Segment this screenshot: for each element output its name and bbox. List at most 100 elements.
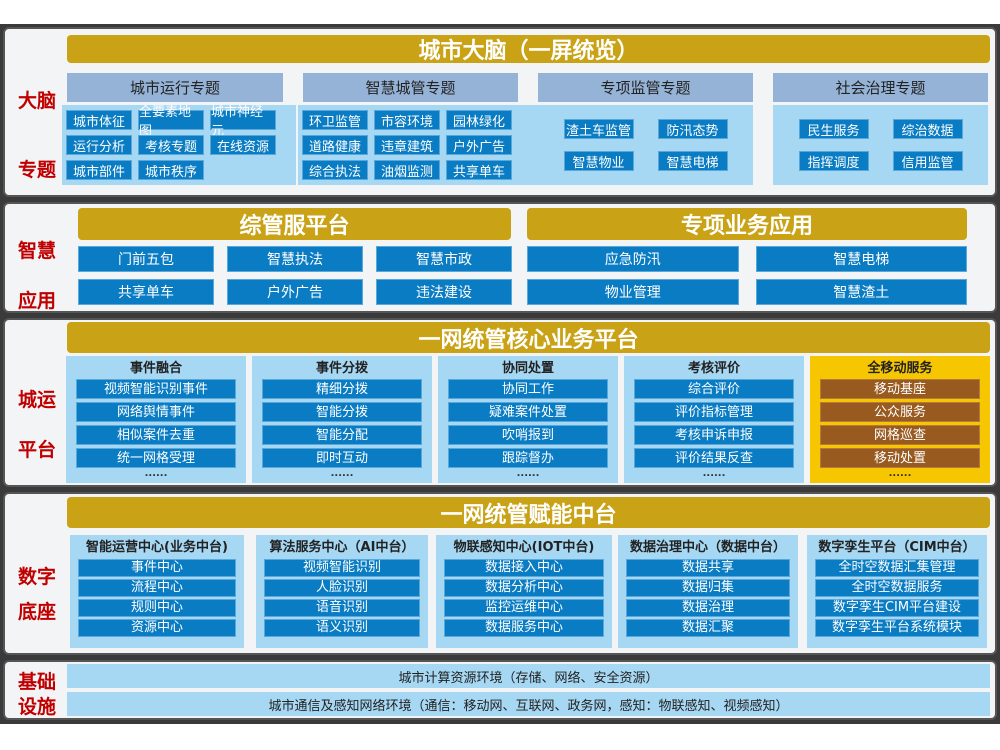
topic-item-button[interactable]: 市容环境 [374,110,440,130]
topic-item-button[interactable]: 城市神经元 [210,105,276,139]
core-module-item[interactable]: 网络舆情事件 [76,402,236,422]
side-label: 专题 [17,159,56,181]
enable-center-column: 智能运营中心(业务中台) 事件中心 流程中心 规则中心 资源中心 [70,535,244,648]
enable-center-item[interactable]: 数字孪生平台系统模块 [815,619,979,637]
core-module-item[interactable]: 统一网格受理 [76,448,236,468]
app-button[interactable]: 共享单车 [78,279,214,305]
enable-center-item[interactable]: 流程中心 [78,579,236,597]
core-module-item[interactable]: 移动处置 [820,448,980,468]
app-button[interactable]: 违法建设 [376,279,512,305]
core-module-item[interactable]: 相似案件去重 [76,425,236,445]
core-module-item[interactable]: 跟踪督办 [448,448,608,468]
topic-header[interactable]: 城市运行专题 [67,73,283,102]
topic-item-button[interactable]: 道路健康 [302,135,368,155]
core-module-item[interactable]: 即时互动 [262,448,422,468]
app-button[interactable]: 智慧执法 [227,246,363,272]
topic-item-button[interactable]: 智慧物业 [563,151,634,171]
topic-item-button[interactable]: 综合执法 [302,160,368,180]
more-indicator: ...... [888,468,912,479]
topic-item-button[interactable]: 共享单车 [446,160,512,180]
topic-item-button[interactable]: 城市体征 [66,110,132,130]
topic-item-button[interactable]: 民生服务 [798,119,869,139]
app-button[interactable]: 应急防汛 [527,246,739,272]
topic-item-button[interactable]: 全要素地图 [138,105,204,139]
enable-center-item[interactable]: 全时空数据汇集管理 [815,559,979,577]
topic-item-button[interactable]: 油烟监测 [374,160,440,180]
topic-item-button[interactable]: 指挥调度 [798,151,869,171]
enable-center-item[interactable]: 资源中心 [78,619,236,637]
core-module-item[interactable]: 综合评价 [634,379,794,399]
topic-header[interactable]: 专项监管专题 [538,73,753,102]
core-module-column: 协同处置 协同工作 疑难案件处置 吹哨报到 跟踪督办...... [438,356,618,483]
topic-item-button[interactable]: 城市部件 [66,160,132,180]
enable-center-column: 物联感知中心(IOT中台) 数据接入中心 数据分析中心 监控运维中心 数据服务中心 [436,535,612,648]
enable-center-title: 数据治理中心（数据中台） [629,540,786,555]
topic-item-button[interactable]: 违章建筑 [374,135,440,155]
topic-item-button[interactable]: 防汛态势 [657,119,728,139]
topic-body: 民生服务 综治数据指挥调度 信用监管 [773,105,988,185]
topic-item-button[interactable]: 考核专题 [138,135,204,155]
more-indicator: ...... [516,468,540,479]
app-button[interactable]: 智慧电梯 [755,246,967,272]
core-module-item[interactable]: 精细分拨 [262,379,422,399]
core-module-title: 事件分拨 [315,361,368,376]
enable-center-item[interactable]: 规则中心 [78,599,236,617]
core-module-item[interactable]: 网格巡查 [820,425,980,445]
core-module-column: 全移动服务 移动基座 公众服务 网格巡查 移动处置...... [810,356,990,483]
app-button[interactable]: 户外广告 [227,279,363,305]
enable-center-item[interactable]: 数据服务中心 [444,619,604,637]
core-module-item[interactable]: 吹哨报到 [448,425,608,445]
enable-center-item[interactable]: 数据治理 [626,599,790,617]
enable-center-item[interactable]: 数据汇聚 [626,619,790,637]
enable-center-item[interactable]: 数据共享 [626,559,790,577]
core-module-item[interactable]: 疑难案件处置 [448,402,608,422]
topic-item-button[interactable]: 在线资源 [210,135,276,155]
app-button[interactable]: 物业管理 [527,279,739,305]
topic-item-button[interactable]: 信用监管 [892,151,963,171]
core-module-column: 事件融合 视频智能识别事件 网络舆情事件 相似案件去重 统一网格受理...... [66,356,246,483]
topic-item-button[interactable]: 渣土车监管 [563,119,634,139]
core-module-item[interactable]: 评价指标管理 [634,402,794,422]
enable-center-item[interactable]: 视频智能识别 [264,559,420,577]
enable-center-item[interactable]: 监控运维中心 [444,599,604,617]
core-module-column: 考核评价 综合评价 评价指标管理 考核申诉申报 评价结果反查...... [624,356,804,483]
core-module-item[interactable]: 公众服务 [820,402,980,422]
topic-item-button[interactable]: 智慧电梯 [657,151,728,171]
topic-item-button[interactable]: 综治数据 [892,119,963,139]
core-module-item[interactable]: 评价结果反查 [634,448,794,468]
enable-center-item[interactable]: 全时空数据服务 [815,579,979,597]
enable-center-item[interactable]: 数据分析中心 [444,579,604,597]
core-module-item[interactable]: 移动基座 [820,379,980,399]
core-module-item[interactable]: 考核申诉申报 [634,425,794,445]
topic-body: 城市体征 全要素地图 城市神经元运行分析 考核专题 在线资源城市部件 城市秩序 [62,105,296,185]
more-indicator: ...... [702,468,726,479]
enable-center-column: 算法服务中心（AI中台） 视频智能识别 人脸识别语音识别语义识别 [256,535,428,648]
topic-item-button[interactable]: 运行分析 [66,135,132,155]
enable-center-item[interactable]: 人脸识别 [264,579,420,597]
app-button[interactable]: 智慧市政 [376,246,512,272]
enable-center-title: 算法服务中心（AI中台） [269,540,415,555]
app-button[interactable]: 智慧渣土 [755,279,967,305]
topic-item-button[interactable]: 园林绿化 [446,110,512,130]
core-module-item[interactable]: 智能分配 [262,425,422,445]
enable-center-item[interactable]: 数字孪生CIM平台建设 [815,599,979,617]
topic-item-button[interactable]: 户外广告 [446,135,512,155]
topic-item-button[interactable]: 环卫监管 [302,110,368,130]
core-module-item[interactable]: 视频智能识别事件 [76,379,236,399]
topic-body: 渣土车监管 防汛态势智慧物业 智慧电梯 [538,105,753,185]
topic-header[interactable]: 社会治理专题 [773,73,988,102]
app-button[interactable]: 门前五包 [78,246,214,272]
topic-item-button[interactable]: 城市秩序 [138,160,204,180]
side-label: 大脑 [17,90,56,112]
enable-center-item[interactable]: 语义识别 [264,619,420,637]
enable-center-item[interactable]: 语音识别 [264,599,420,617]
enable-center-item[interactable]: 数据接入中心 [444,559,604,577]
core-module-column: 事件分拨 精细分拨 智能分拨 智能分配 即时互动...... [252,356,432,483]
enable-center-item[interactable]: 事件中心 [78,559,236,577]
core-module-item[interactable]: 协同工作 [448,379,608,399]
special-apps-title: 专项业务应用 [527,208,967,240]
side-label: 智慧 [17,240,56,262]
topic-header[interactable]: 智慧城管专题 [303,73,518,102]
core-module-item[interactable]: 智能分拨 [262,402,422,422]
enable-center-item[interactable]: 数据归集 [626,579,790,597]
